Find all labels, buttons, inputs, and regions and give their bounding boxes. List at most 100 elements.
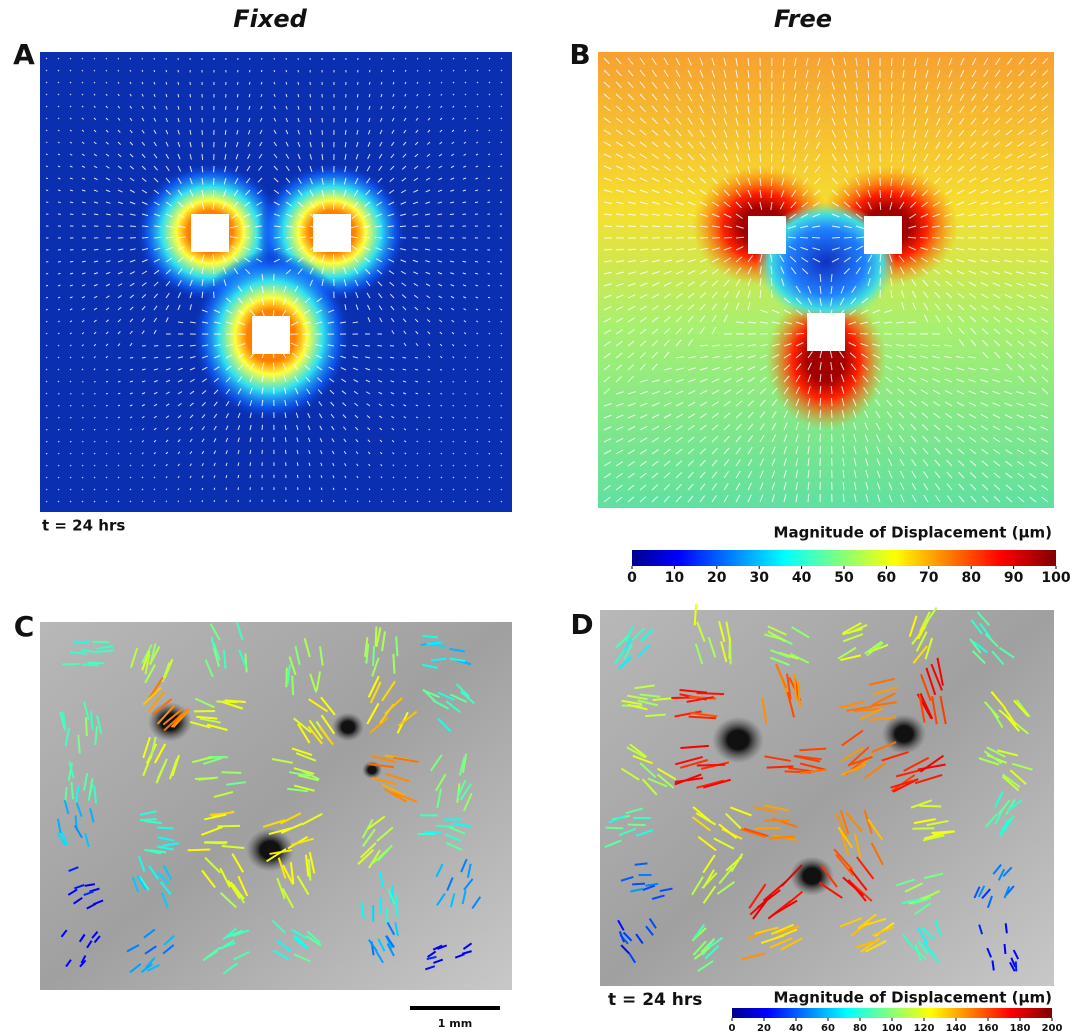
vector [912, 828, 934, 829]
vector [82, 465, 83, 466]
blob [882, 714, 926, 754]
vector [142, 58, 143, 59]
vector [393, 58, 394, 59]
vector [58, 273, 61, 274]
vector [86, 717, 87, 736]
vector [1006, 923, 1007, 933]
vector [652, 226, 660, 227]
vector [501, 333, 502, 334]
vector [274, 70, 275, 72]
vector [477, 453, 478, 454]
vector [333, 254, 334, 262]
vector [501, 154, 502, 155]
vector [465, 405, 466, 406]
vector [1016, 226, 1024, 227]
vector [130, 58, 131, 59]
vector [429, 441, 430, 442]
panel-label: C [14, 610, 35, 643]
vector [429, 58, 430, 59]
vector [46, 142, 47, 143]
colorbar-tick-label: 0 [729, 1023, 736, 1034]
vector [441, 429, 442, 430]
vector [195, 778, 215, 779]
vector [429, 429, 430, 430]
panel-c-image [40, 622, 512, 990]
blob [148, 702, 192, 742]
vector [400, 226, 406, 227]
vector [94, 214, 98, 215]
vector [501, 465, 502, 466]
vector [489, 429, 490, 430]
vector [226, 500, 227, 502]
vector [322, 142, 323, 147]
vector [94, 70, 95, 71]
vector [844, 237, 852, 238]
colorbar [632, 550, 1056, 566]
vector [501, 142, 502, 143]
column-title: Fixed [233, 5, 307, 33]
vector [178, 82, 179, 85]
vector [58, 489, 59, 490]
vector [213, 279, 214, 286]
vector [424, 832, 442, 833]
column-title: Free [774, 5, 832, 33]
vector [46, 273, 48, 274]
vector [321, 500, 322, 502]
vector [441, 441, 442, 442]
vector [453, 465, 454, 466]
vector [664, 226, 672, 227]
vector [285, 437, 286, 442]
vector [70, 261, 73, 262]
vector [800, 237, 808, 238]
vector [428, 381, 430, 382]
vector [417, 70, 418, 71]
colorbar-tick-label: 200 [1042, 1023, 1063, 1034]
post [748, 216, 786, 254]
vector [202, 500, 203, 502]
vector [96, 650, 113, 651]
vector [477, 465, 478, 466]
vector [46, 154, 48, 155]
vector [628, 226, 636, 227]
vector [475, 202, 478, 203]
vector [106, 381, 108, 382]
colorbar-title: Magnitude of Displacement (µm) [774, 989, 1052, 1007]
vector [106, 441, 107, 442]
vector [405, 58, 406, 59]
vector [724, 237, 732, 238]
vector [249, 70, 250, 72]
vector [489, 441, 490, 442]
caption: t = 24 hrs [608, 990, 702, 1010]
vector [245, 654, 246, 673]
vector [188, 849, 211, 850]
vector [429, 70, 430, 71]
vector [441, 453, 442, 454]
vector [980, 226, 988, 227]
vector [501, 417, 502, 418]
vector [640, 226, 648, 227]
vector [82, 249, 86, 250]
colorbar-tick-label: 40 [789, 1023, 803, 1034]
vector [46, 417, 47, 418]
vector [771, 290, 772, 298]
colorbar-tick-label: 100 [882, 1023, 903, 1034]
vector [166, 70, 167, 72]
vector [450, 249, 454, 250]
vector [891, 94, 892, 102]
vector [70, 465, 71, 466]
vector [46, 178, 48, 179]
vector [488, 190, 490, 191]
vector [166, 501, 167, 502]
vector [333, 500, 334, 502]
vector [118, 70, 119, 71]
vector [46, 333, 47, 334]
vector [697, 693, 724, 694]
vector [868, 58, 869, 66]
colorbar-tick-label: 80 [853, 1023, 867, 1034]
vector [489, 333, 490, 334]
vector [106, 393, 108, 394]
vector [796, 333, 804, 334]
vector [285, 450, 286, 454]
vector [58, 261, 61, 262]
vector [453, 405, 454, 406]
